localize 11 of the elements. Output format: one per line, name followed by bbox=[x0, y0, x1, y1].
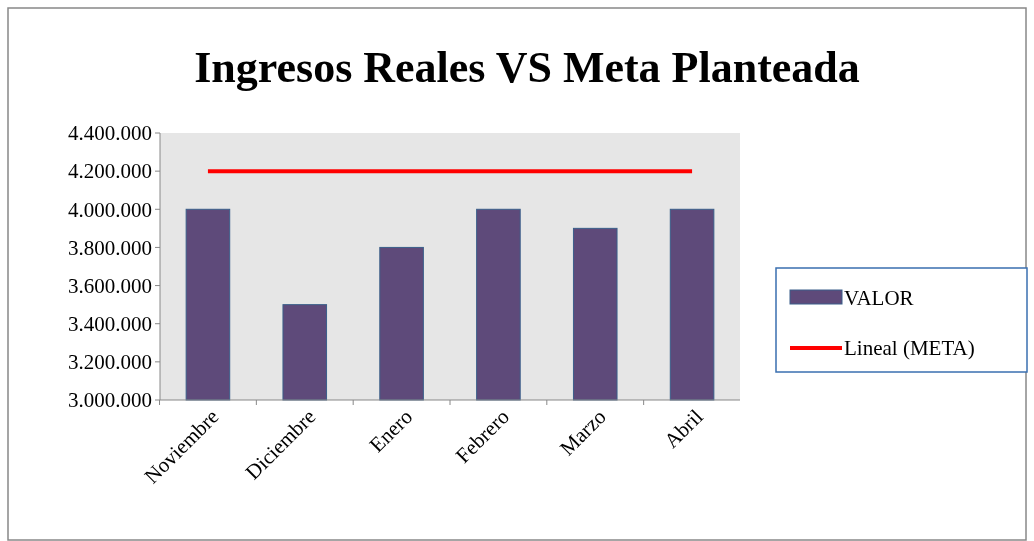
y-tick-label: 3.000.000 bbox=[68, 388, 152, 413]
y-tick-label: 4.200.000 bbox=[68, 159, 152, 184]
legend-label: VALOR bbox=[844, 286, 914, 311]
y-tick-label: 3.400.000 bbox=[68, 312, 152, 337]
y-tick-label: 4.000.000 bbox=[68, 197, 152, 222]
y-tick-label: 4.400.000 bbox=[68, 121, 152, 146]
chart-title: Ingresos Reales VS Meta Planteada bbox=[194, 43, 860, 92]
y-tick-label: 3.200.000 bbox=[68, 350, 152, 375]
y-tick-label: 3.800.000 bbox=[68, 235, 152, 260]
y-tick-label: 3.600.000 bbox=[68, 273, 152, 298]
legend-label: Lineal (META) bbox=[844, 336, 975, 361]
